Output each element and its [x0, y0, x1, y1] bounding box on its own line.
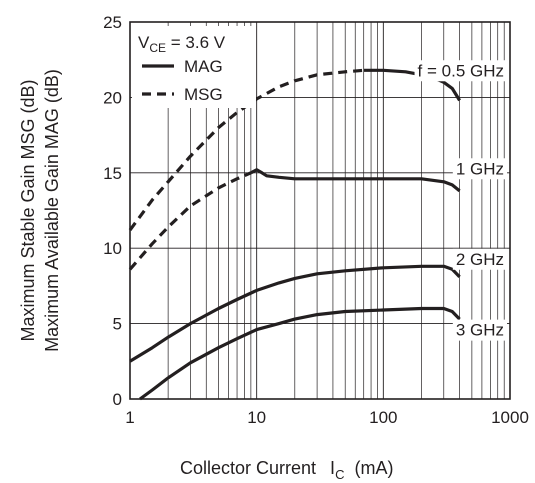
series-labels: f = 0.5 GHz 1 GHz 2 GHz 3 GHz — [414, 60, 507, 341]
x-tick-label: 10 — [247, 408, 266, 427]
y-tick-label: 5 — [113, 315, 122, 334]
y-axis-label-mag: Maximum Available Gain MAG (dB) — [42, 69, 62, 352]
y-tick-label: 15 — [103, 164, 122, 183]
series-label-1: f = 0.5 GHz — [418, 61, 504, 80]
y-tick-label: 10 — [103, 239, 122, 258]
series-label-background — [452, 158, 507, 180]
legend-mag-label: MAG — [184, 57, 223, 76]
x-tick-label: 1 — [125, 408, 134, 427]
series-label-background — [452, 319, 507, 341]
mag-curve-3 — [129, 264, 461, 363]
series-label-background — [414, 60, 507, 82]
bias-condition: VCE = 3.6 V — [138, 33, 226, 55]
y-axis-label-msg: Maximum Stable Gain MSG (dB) — [18, 79, 38, 341]
series-label-2: 1 GHz — [456, 159, 504, 178]
mag-curve-2 — [250, 168, 461, 193]
x-axis-label: Collector Current IC (mA) — [180, 458, 393, 482]
legend-msg-label: MSG — [184, 85, 223, 104]
y-tick-label: 20 — [103, 88, 122, 107]
legend: VCE = 3.6 V MAG MSG — [132, 26, 256, 108]
x-tick-label: 1000 — [491, 408, 529, 427]
y-tick-label: 25 — [103, 13, 122, 32]
msg-curve-2 — [128, 171, 252, 271]
tick-labels: 1 10 100 1000 0 5 10 15 20 25 — [103, 13, 529, 427]
y-tick-label: 0 — [113, 390, 122, 409]
mag-curve-4 — [139, 306, 461, 401]
series-label-4: 3 GHz — [456, 321, 504, 340]
series-label-background — [452, 248, 507, 270]
x-tick-label: 100 — [369, 408, 397, 427]
series-label-3: 2 GHz — [456, 250, 504, 269]
plot-frame — [129, 21, 511, 400]
